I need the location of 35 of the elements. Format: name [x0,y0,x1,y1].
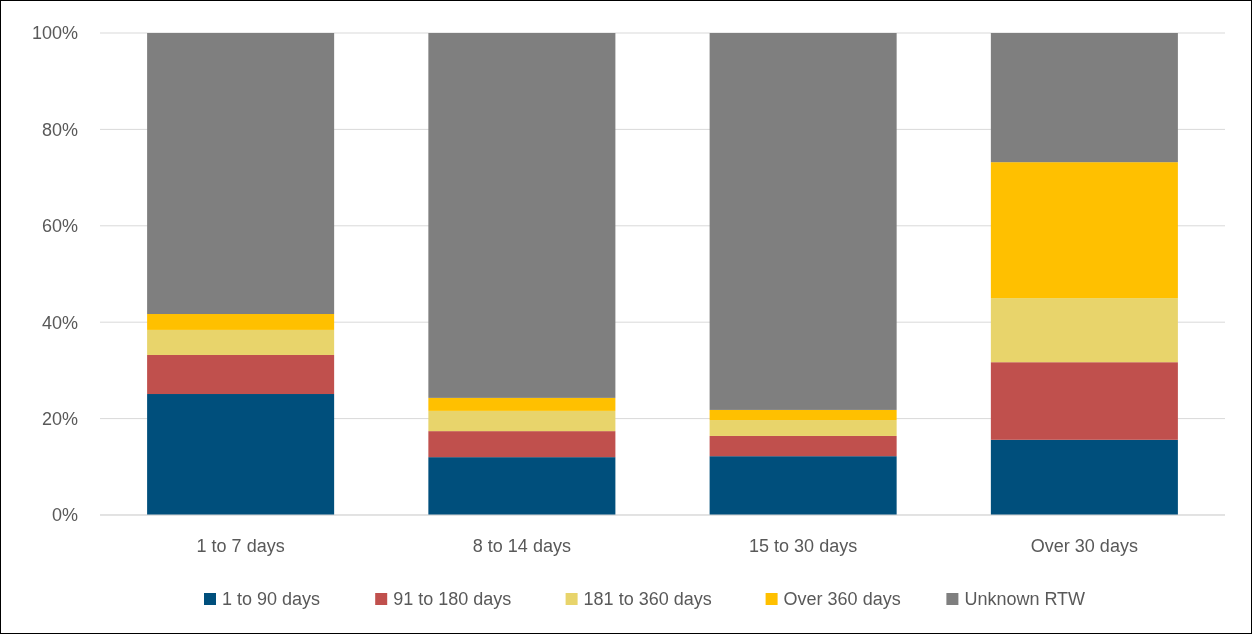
legend-label: 1 to 90 days [222,589,321,610]
y-tick-label: 80% [41,119,78,140]
bar [147,314,335,330]
bar [428,33,616,398]
bar [990,439,1178,515]
y-tick-label: 60% [41,216,78,237]
legend-label: 91 to 180 days [393,589,512,610]
bar [709,456,897,515]
y-tick-label: 40% [41,312,78,333]
x-tick-label: 8 to 14 days [472,536,571,556]
bar [990,162,1178,299]
bar [428,397,616,411]
bar [428,410,616,432]
bar [990,362,1178,440]
bar [990,33,1178,163]
bar [709,409,897,421]
legend-label: Over 360 days [783,589,901,610]
bar [147,394,335,515]
x-tick-label: 15 to 30 days [749,536,858,556]
bar [990,298,1178,363]
legend-label: Unknown RTW [964,589,1086,610]
bar [709,435,897,457]
bar [709,420,897,436]
bar [428,457,616,515]
bar [147,329,335,355]
x-tick-label: Over 30 days [1030,536,1138,556]
y-tick-label: 20% [41,408,78,429]
bar [147,354,335,395]
bar [147,33,335,315]
legend-label: 181 to 360 days [583,589,712,610]
y-tick-label: 0% [51,505,78,526]
x-tick-label: 1 to 7 days [196,536,285,556]
bar [709,33,897,410]
y-tick-label: 100% [31,23,78,44]
bar [428,431,616,458]
